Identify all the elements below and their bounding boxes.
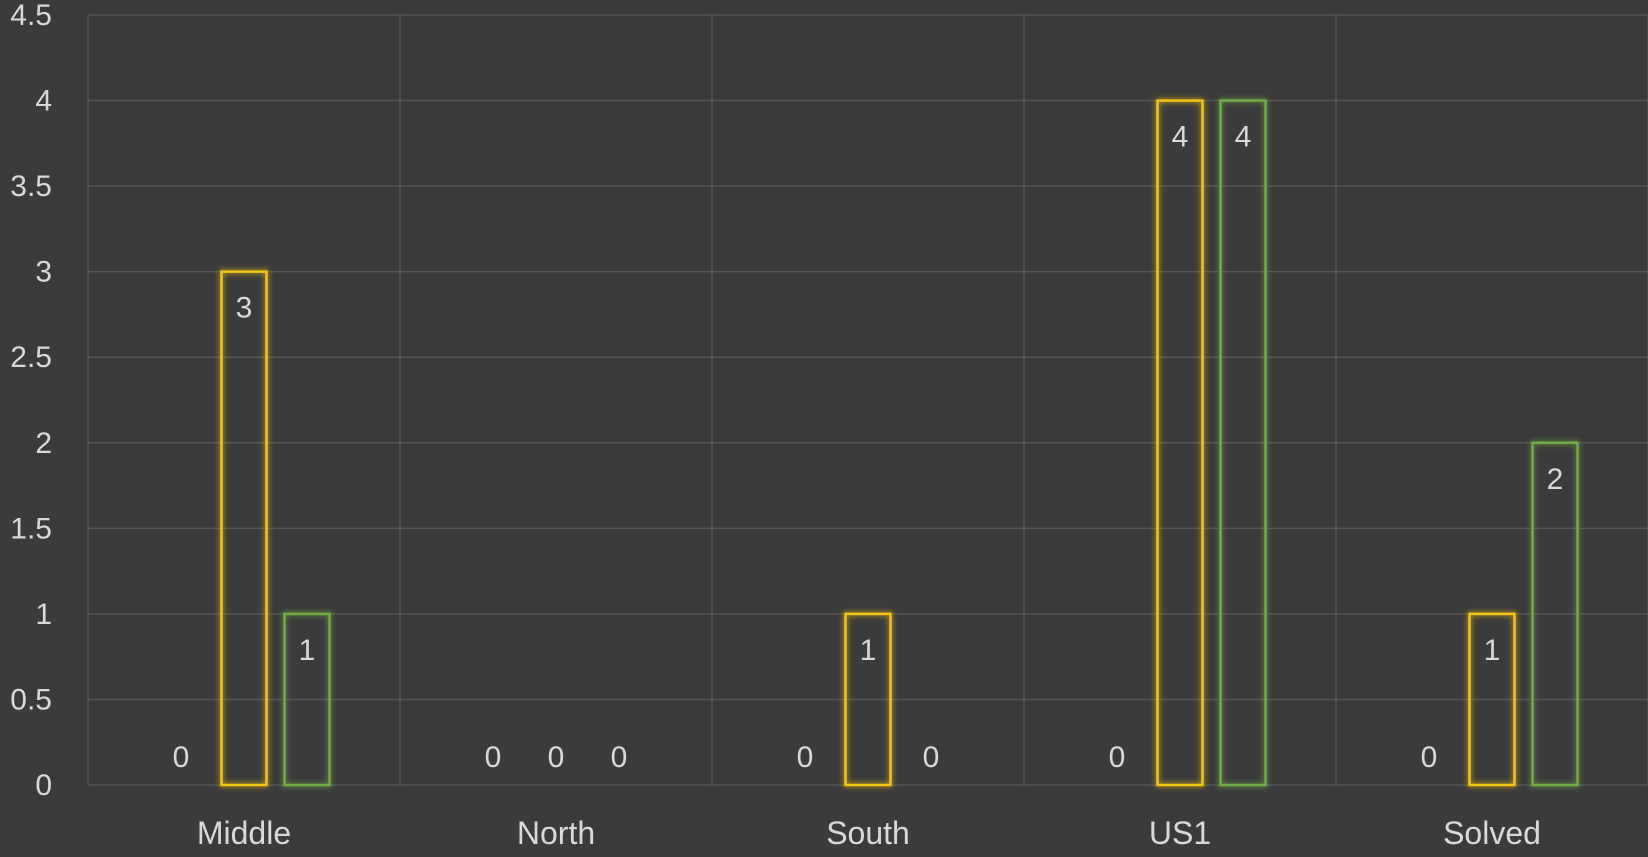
grid	[87, 14, 1648, 786]
x-category-label: US1	[1149, 815, 1211, 851]
data-label: 0	[485, 741, 502, 774]
data-label: 1	[1484, 634, 1501, 667]
y-tick-label: 3.5	[10, 170, 52, 203]
data-label: 1	[299, 634, 316, 667]
data-label: 3	[236, 292, 253, 325]
bar	[1156, 99, 1204, 787]
x-category-label: North	[517, 815, 595, 851]
data-label: 4	[1172, 121, 1189, 154]
data-label: 0	[611, 741, 628, 774]
data-labels: 0 3 1 0 0 0 0 1 0 0 4 4 0 1 2	[173, 121, 1564, 774]
bars	[220, 99, 1579, 787]
x-axis-category-labels: Middle North South US1 Solved	[197, 815, 1541, 851]
data-label: 0	[1109, 741, 1126, 774]
y-tick-label: 4.5	[10, 0, 52, 32]
bar	[220, 270, 268, 787]
y-tick-label: 2.5	[10, 341, 52, 374]
bar	[1468, 612, 1516, 787]
data-label: 0	[548, 741, 565, 774]
data-label: 4	[1235, 121, 1252, 154]
y-tick-label: 4	[35, 85, 52, 118]
y-tick-label: 0	[35, 769, 52, 802]
x-category-label: Solved	[1443, 815, 1541, 851]
bar	[844, 612, 892, 787]
data-label: 2	[1547, 463, 1564, 496]
y-tick-label: 2	[35, 427, 52, 460]
data-label: 1	[860, 634, 877, 667]
y-axis-tick-labels: 0 0.5 1 1.5 2 2.5 3 3.5 4 4.5	[10, 0, 52, 802]
x-category-label: South	[826, 815, 910, 851]
y-tick-label: 0.5	[10, 683, 52, 716]
bar	[283, 612, 331, 787]
y-tick-label: 1	[35, 598, 52, 631]
x-category-label: Middle	[197, 815, 291, 851]
bar	[1531, 441, 1579, 787]
y-tick-label: 1.5	[10, 512, 52, 545]
data-label: 0	[1421, 741, 1438, 774]
y-tick-label: 3	[35, 256, 52, 289]
data-label: 0	[797, 741, 814, 774]
data-label: 0	[923, 741, 940, 774]
bar	[1219, 99, 1267, 787]
data-label: 0	[173, 741, 190, 774]
